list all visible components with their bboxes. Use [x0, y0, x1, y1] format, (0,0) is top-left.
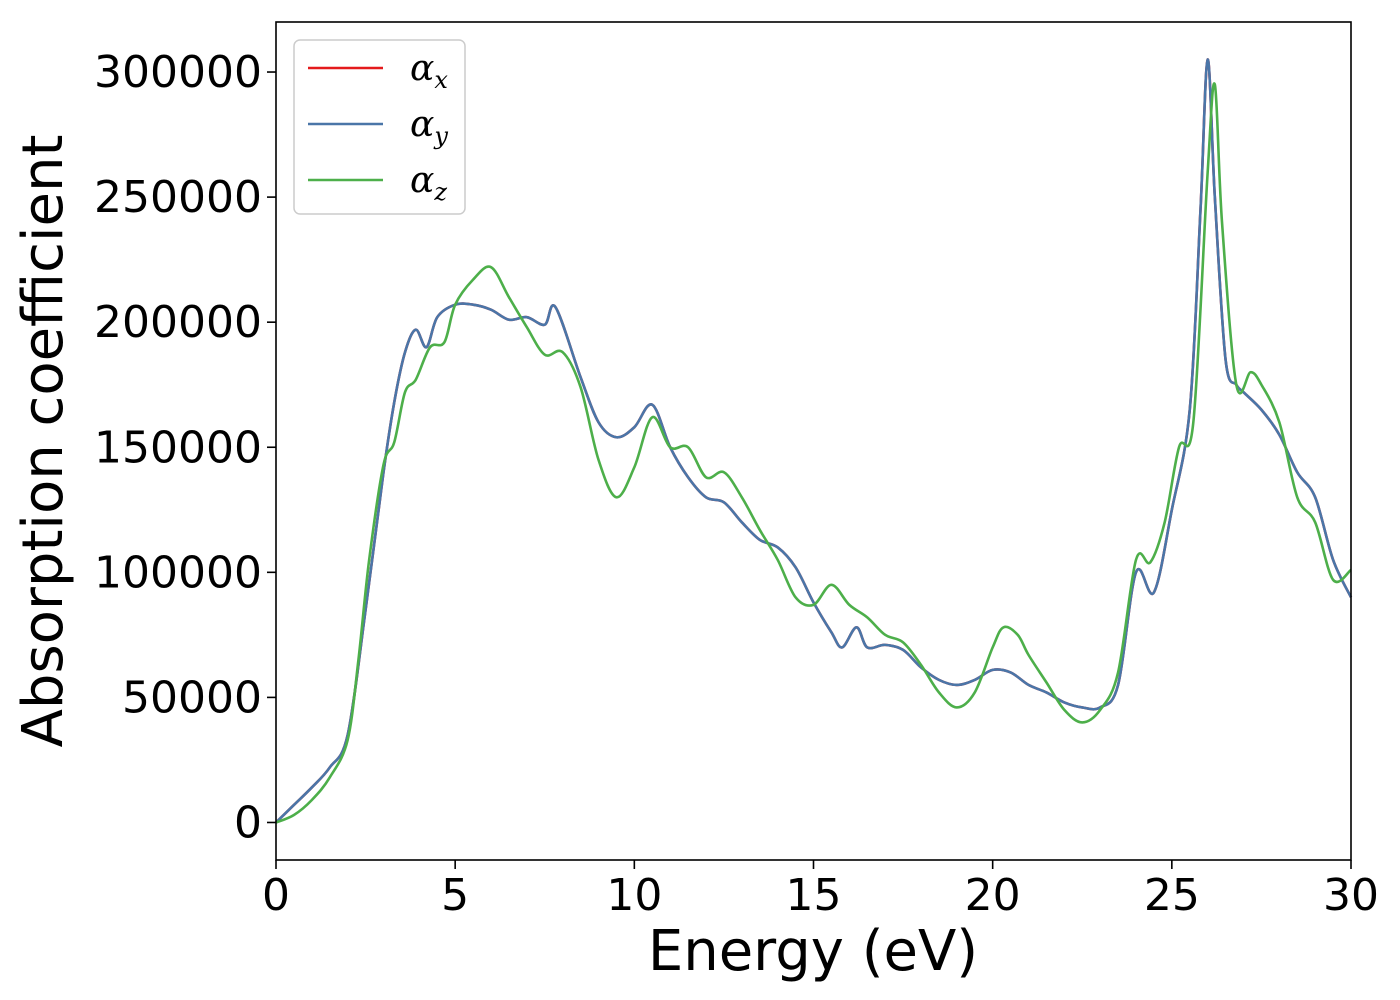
series-line-y: [275, 58, 1353, 824]
x-tick-label: 30: [1323, 870, 1379, 921]
legend-label-x: αx: [410, 48, 448, 94]
x-tick-label: 0: [262, 870, 290, 921]
y-tick-label: 200000: [94, 297, 262, 348]
series-layer: [275, 58, 1353, 824]
x-tick-label: 20: [965, 870, 1021, 921]
x-tick-label: 15: [786, 870, 842, 921]
x-axis: 0 5 10 15 20 25 30: [262, 860, 1379, 921]
y-tick-label: 0: [234, 797, 262, 848]
y-axis-label: Absorption coefficient: [11, 135, 76, 748]
legend-label-z: αz: [410, 160, 447, 206]
y-axis: 0 50000 100000 150000 200000 250000 300000: [94, 47, 276, 848]
y-tick-label: 300000: [94, 47, 262, 98]
y-tick-label: 50000: [122, 672, 262, 723]
x-tick-label: 10: [606, 870, 662, 921]
y-tick-label: 150000: [94, 422, 262, 473]
y-tick-label: 250000: [94, 172, 262, 223]
x-tick-label: 5: [441, 870, 469, 921]
legend: αx αy αz: [293, 39, 466, 215]
legend-label-y: αy: [410, 104, 448, 150]
x-axis-label: Energy (eV): [648, 919, 978, 984]
x-tick-label: 25: [1144, 870, 1200, 921]
series-line-z: [275, 82, 1352, 824]
y-tick-label: 100000: [94, 547, 262, 598]
legend-box: [293, 39, 466, 215]
